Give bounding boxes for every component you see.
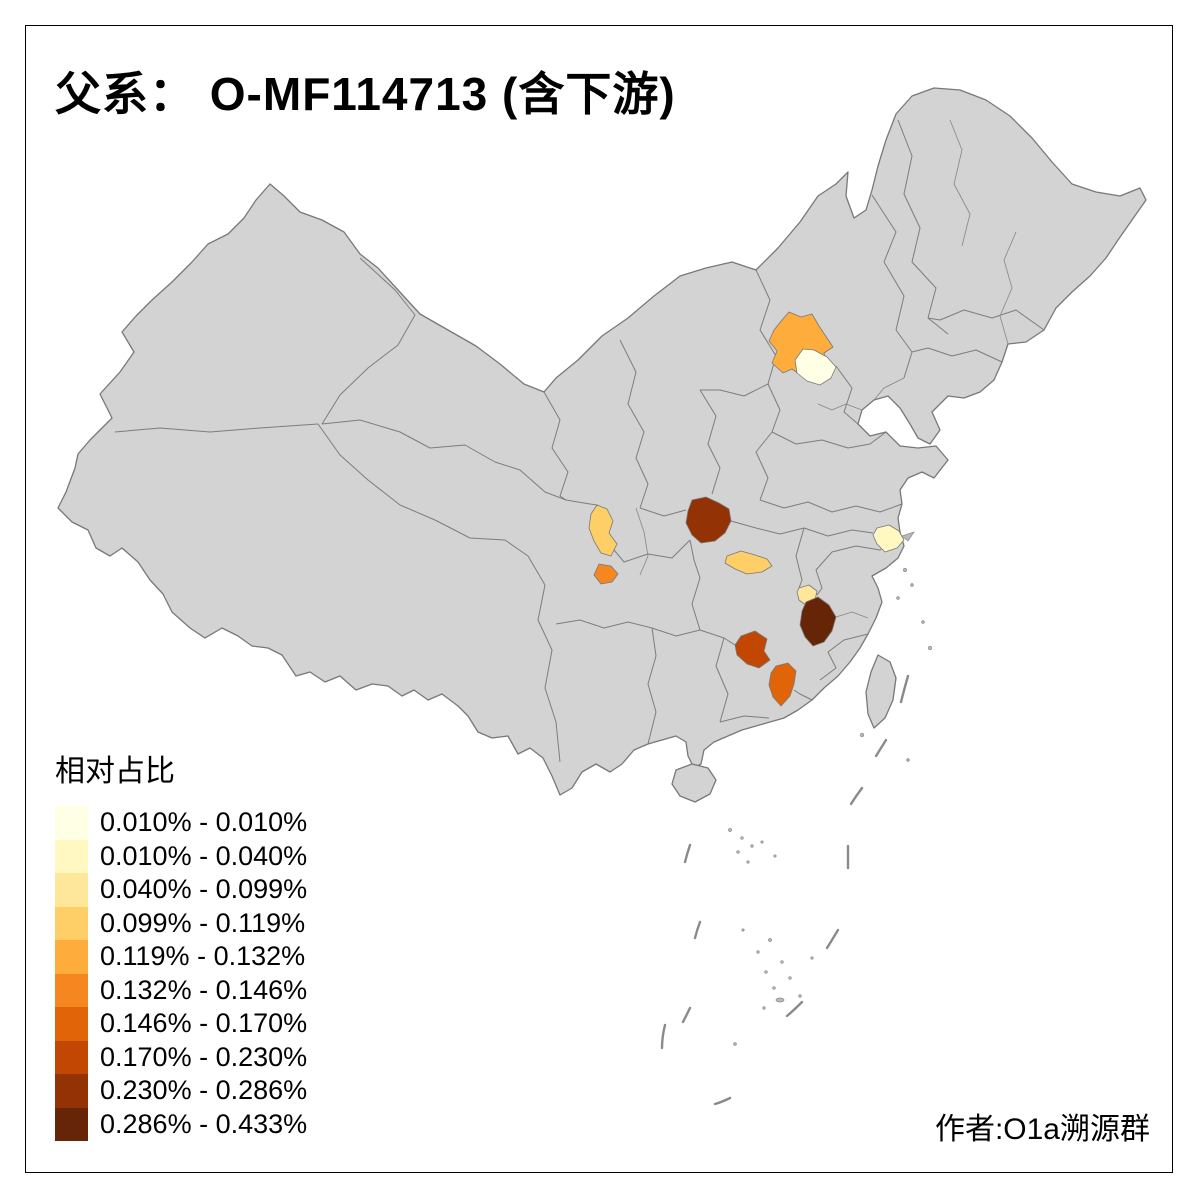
page-title: 父系： O-MF114713 (含下游) (55, 68, 676, 120)
legend-swatch (55, 806, 88, 840)
map-region-2 (794, 348, 837, 386)
legend-title: 相对占比 (55, 755, 175, 788)
legend-label: 0.286% - 0.433% (100, 1108, 308, 1139)
mainland-outline (57, 87, 1147, 796)
legend-swatch (55, 1074, 88, 1108)
legend-row: 0.170% - 0.230% (55, 1040, 308, 1074)
legend-rows: 0.010% - 0.010% 0.010% - 0.040% 0.040% -… (55, 806, 307, 1141)
legend-swatch (55, 839, 88, 873)
map-region-4 (588, 504, 618, 557)
legend-swatch (55, 1007, 88, 1041)
map-region-10 (734, 630, 771, 669)
legend-swatch (55, 906, 88, 940)
legend-row: 0.099% - 0.119% (55, 906, 307, 940)
legend-row: 0.010% - 0.040% (55, 839, 308, 873)
legend-swatch (55, 1040, 88, 1074)
map-region-7 (872, 524, 905, 553)
legend-label: 0.132% - 0.146% (100, 974, 308, 1005)
taiwan-island (865, 654, 897, 729)
hainan-island (671, 763, 717, 803)
legend-row: 0.119% - 0.132% (55, 940, 307, 974)
legend-row: 0.286% - 0.433% (55, 1107, 308, 1141)
map-legend: 相对占比 0.010% - 0.010% 0.010% - 0.040% 0.0… (55, 746, 307, 1141)
mainland-landmass (57, 87, 1147, 803)
legend-label: 0.119% - 0.132% (100, 941, 306, 971)
shaded-regions (588, 311, 905, 707)
legend-label: 0.010% - 0.040% (100, 840, 308, 871)
legend-swatch (55, 973, 88, 1007)
legend-row: 0.132% - 0.146% (55, 973, 308, 1007)
attribution-text: 作者:O1a溯源群 (934, 1113, 1150, 1146)
legend-swatch (55, 940, 88, 974)
map-region-9 (799, 596, 837, 647)
map-region-11 (768, 662, 797, 707)
small-islands (728, 531, 932, 1046)
legend-label: 0.010% - 0.010% (100, 807, 308, 837)
legend-row: 0.010% - 0.010% (55, 806, 307, 840)
nine-dash-line (660, 674, 910, 1106)
map-region-5 (593, 563, 619, 585)
legend-label: 0.099% - 0.119% (100, 907, 306, 938)
legend-row: 0.040% - 0.099% (55, 873, 307, 907)
legend-swatch (55, 873, 88, 907)
legend-label: 0.170% - 0.230% (100, 1041, 308, 1072)
legend-swatch (55, 1107, 88, 1141)
legend-label: 0.230% - 0.286% (100, 1075, 308, 1105)
map-region-3 (685, 496, 732, 544)
legend-label: 0.040% - 0.099% (100, 874, 308, 904)
legend-row: 0.230% - 0.286% (55, 1074, 307, 1108)
legend-label: 0.146% - 0.170% (100, 1008, 308, 1038)
legend-row: 0.146% - 0.170% (55, 1007, 307, 1041)
map-region-6 (724, 550, 773, 575)
